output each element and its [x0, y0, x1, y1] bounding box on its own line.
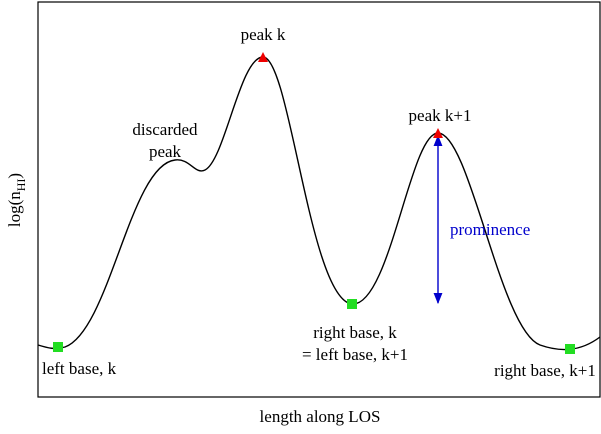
- label: right base, k+1: [494, 361, 596, 380]
- label: left base, k: [42, 359, 117, 378]
- y-label-close: ): [5, 173, 24, 179]
- label: discarded: [132, 120, 198, 139]
- y-label-sub: HI: [14, 179, 28, 192]
- base-marker: [53, 342, 63, 352]
- peak-marker: [258, 52, 268, 62]
- y-label-main: log(n: [5, 191, 24, 227]
- label: peak k+1: [409, 106, 472, 125]
- label: peak: [149, 142, 182, 161]
- profile-curve: [37, 56, 601, 351]
- label: = left base, k+1: [302, 345, 408, 364]
- peak-marker: [433, 128, 443, 138]
- base-marker: [565, 344, 575, 354]
- frame: [37, 1, 601, 398]
- label: right base, k: [313, 323, 397, 342]
- label: peak k: [241, 25, 286, 44]
- label: prominence: [450, 220, 530, 239]
- y-axis-label: log(nHI): [5, 173, 28, 227]
- x-axis-label: length along LOS: [260, 407, 381, 426]
- base-marker: [347, 299, 357, 309]
